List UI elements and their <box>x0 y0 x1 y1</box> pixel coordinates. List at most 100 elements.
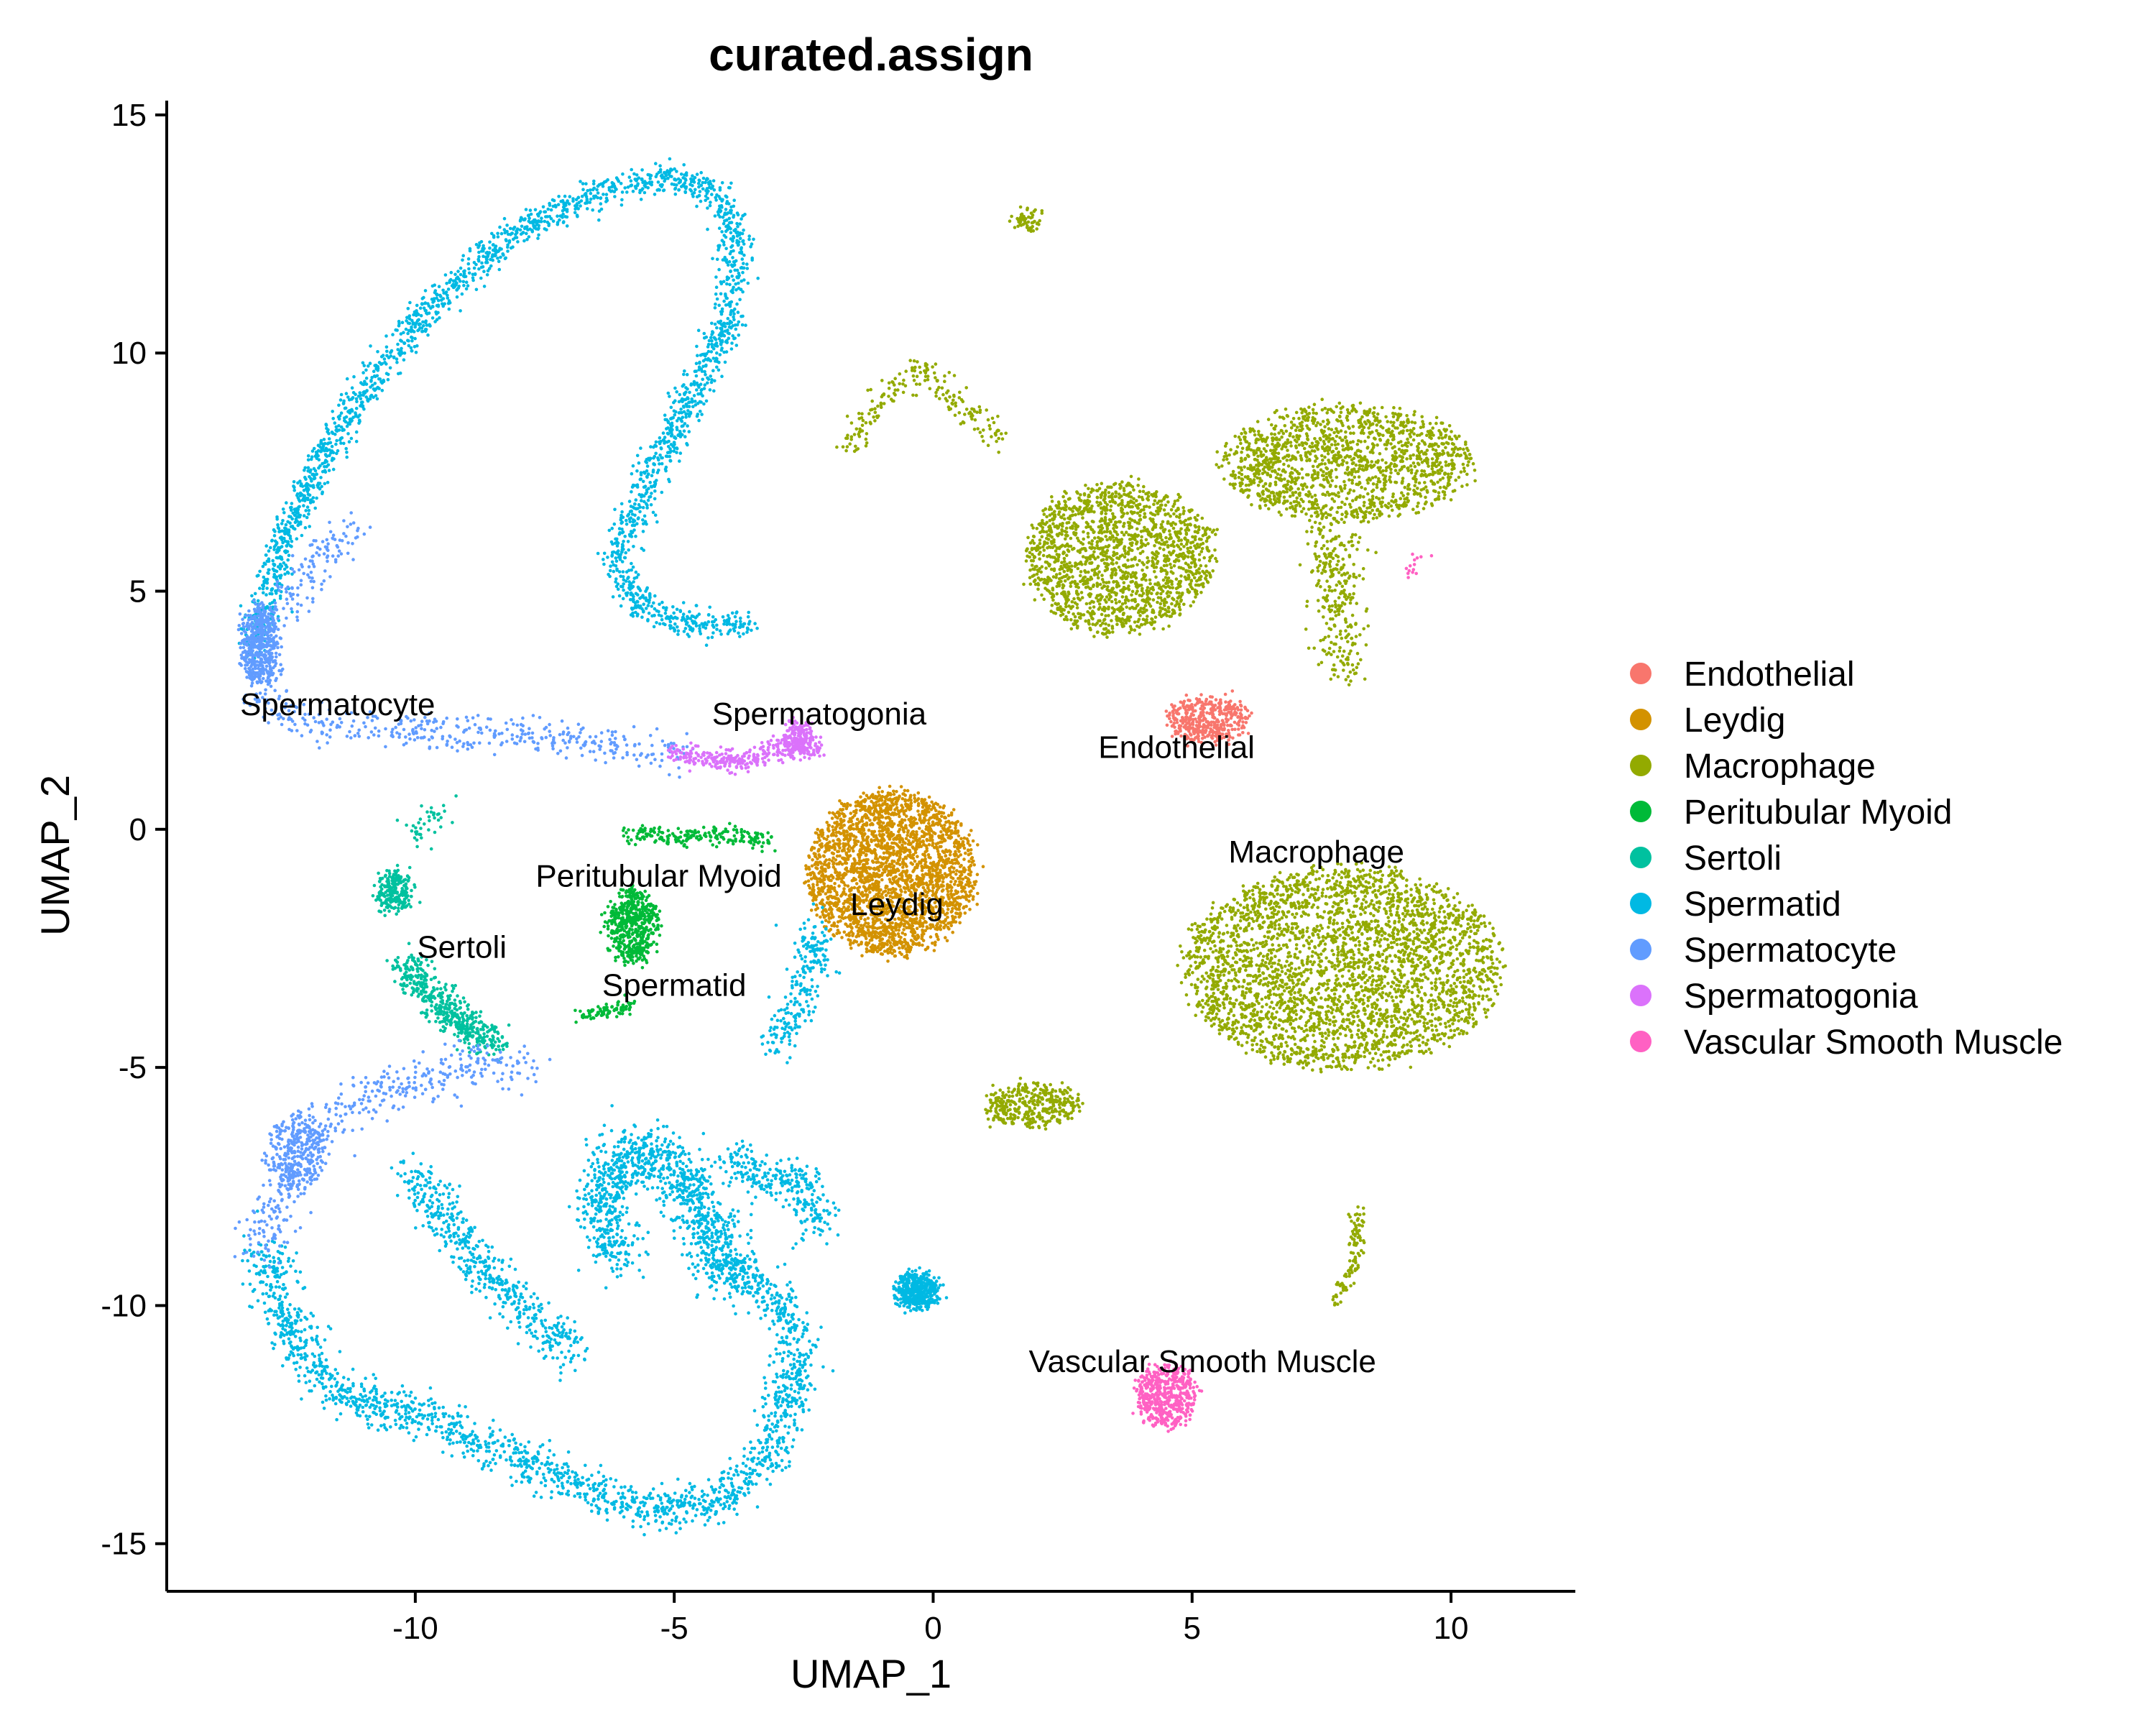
data-point <box>259 613 264 617</box>
data-point <box>683 369 686 373</box>
cluster-spermatocyte-points <box>236 601 284 686</box>
data-point <box>361 371 365 374</box>
data-point <box>689 741 693 745</box>
data-point <box>724 247 728 251</box>
data-point <box>682 429 686 433</box>
data-point <box>824 858 828 862</box>
data-point <box>836 929 840 932</box>
data-point <box>784 739 788 742</box>
data-point <box>740 217 743 221</box>
data-point <box>672 400 676 405</box>
data-point <box>448 735 452 739</box>
data-point <box>655 520 659 524</box>
data-point <box>712 188 717 192</box>
data-point <box>717 320 720 324</box>
data-point <box>384 334 388 338</box>
data-point <box>592 196 596 200</box>
data-point <box>323 448 326 453</box>
data-point <box>536 748 540 752</box>
data-point <box>692 394 696 397</box>
data-point <box>377 377 381 381</box>
data-point <box>663 179 666 183</box>
data-point <box>280 522 284 525</box>
data-point <box>673 615 677 620</box>
data-point <box>620 510 624 514</box>
data-point <box>771 734 775 738</box>
data-point <box>724 224 728 229</box>
data-point <box>331 537 335 540</box>
data-point <box>675 170 678 173</box>
data-point <box>729 231 733 235</box>
data-point <box>637 516 640 520</box>
data-point <box>488 728 492 732</box>
data-point <box>726 768 729 772</box>
data-point <box>254 636 258 640</box>
data-point <box>566 732 569 737</box>
data-point <box>698 360 701 364</box>
data-point <box>244 614 248 617</box>
data-point <box>430 316 435 320</box>
data-point <box>530 731 535 735</box>
data-point <box>642 514 647 518</box>
data-point <box>528 221 533 224</box>
data-point <box>583 742 587 746</box>
data-point <box>630 568 633 572</box>
data-point <box>624 551 627 555</box>
data-point <box>250 644 254 648</box>
data-point <box>390 730 394 734</box>
data-point <box>609 185 614 189</box>
data-point <box>696 392 700 396</box>
data-point <box>307 512 310 516</box>
data-point <box>738 236 742 241</box>
data-point <box>838 799 842 803</box>
data-point <box>675 390 678 394</box>
data-point <box>292 488 297 492</box>
data-point <box>356 395 361 398</box>
data-point <box>298 515 302 519</box>
data-point <box>814 742 818 746</box>
data-point <box>466 747 470 751</box>
data-point <box>623 737 627 742</box>
data-point <box>678 430 682 433</box>
data-point <box>245 635 249 638</box>
data-point <box>607 185 611 190</box>
data-point <box>693 761 697 765</box>
data-point <box>427 311 431 316</box>
data-point <box>801 739 804 742</box>
data-point <box>369 730 374 734</box>
data-point <box>536 236 540 240</box>
data-point <box>732 198 736 203</box>
data-point <box>701 377 704 382</box>
data-point <box>279 663 283 666</box>
data-point <box>414 726 418 730</box>
data-point <box>524 208 528 211</box>
data-point <box>588 735 592 739</box>
data-point <box>747 750 752 754</box>
data-point <box>474 262 478 267</box>
data-point <box>642 500 646 504</box>
data-point <box>737 274 741 277</box>
data-point <box>471 276 475 280</box>
data-point <box>505 224 509 227</box>
data-point <box>723 213 727 216</box>
data-point <box>675 419 679 423</box>
data-point <box>678 392 682 397</box>
data-point <box>300 533 304 538</box>
data-point <box>449 270 453 275</box>
data-point <box>932 949 936 952</box>
data-point <box>727 630 731 633</box>
data-point <box>645 506 649 510</box>
data-point <box>672 441 676 444</box>
data-point <box>535 223 539 226</box>
data-point <box>906 788 910 793</box>
data-point <box>728 319 732 323</box>
data-point <box>665 454 669 459</box>
data-point <box>315 456 319 460</box>
data-point <box>586 189 589 193</box>
data-point <box>631 189 635 193</box>
data-point <box>326 481 330 484</box>
data-point <box>670 182 674 186</box>
data-point <box>502 216 507 221</box>
data-point <box>312 446 316 451</box>
data-point <box>720 346 724 350</box>
